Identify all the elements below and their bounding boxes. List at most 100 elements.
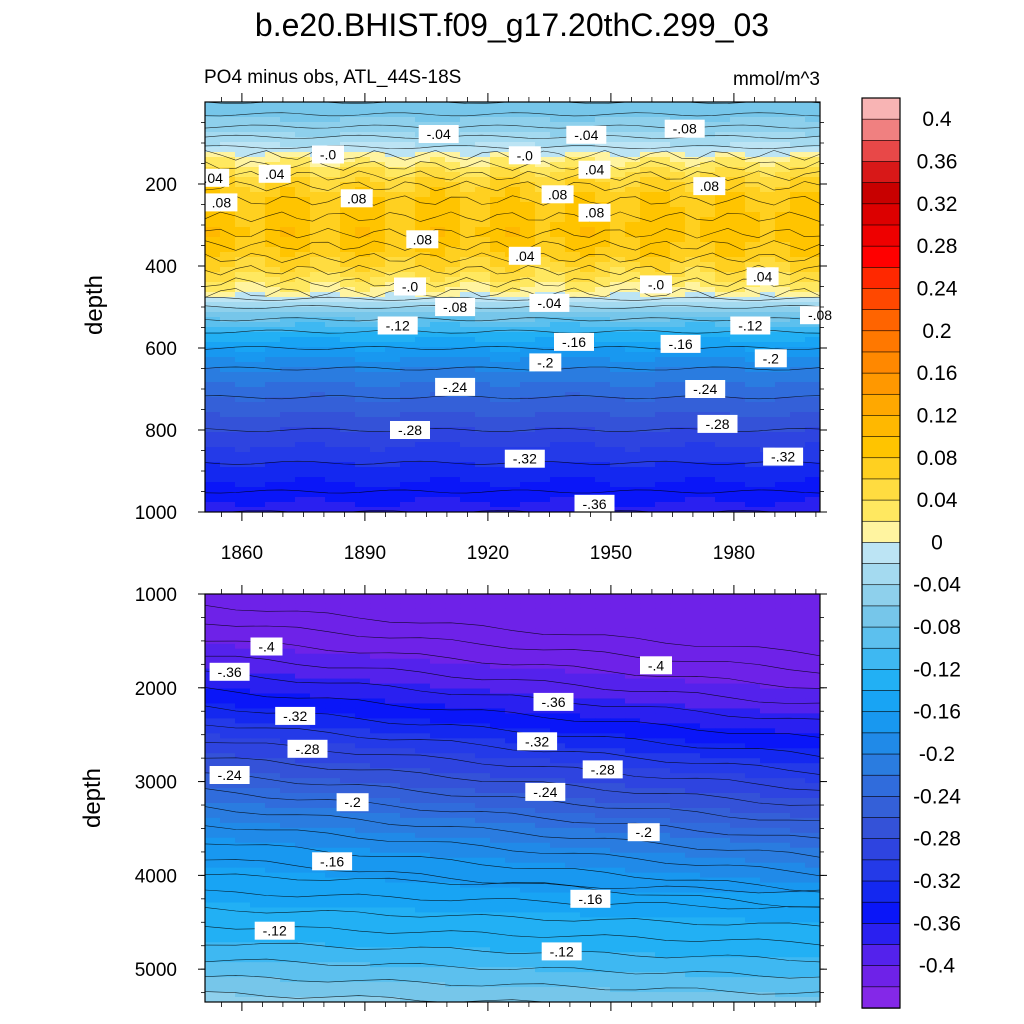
field-cell: [460, 332, 476, 338]
field-cell: [220, 217, 236, 223]
field-cell: [745, 492, 761, 498]
field-cell: [670, 633, 686, 640]
contour-label: .08: [413, 231, 433, 247]
field-cell: [790, 147, 806, 153]
field-cell: [235, 502, 251, 508]
field-cell: [460, 402, 476, 408]
field-cell: [715, 442, 731, 448]
field-cell: [370, 117, 386, 123]
field-cell: [685, 162, 701, 168]
field-cell: [415, 412, 431, 418]
field-cell: [550, 112, 566, 118]
field-cell: [400, 758, 416, 764]
field-cell: [205, 718, 221, 724]
field-cell: [535, 482, 551, 488]
field-cell: [400, 267, 416, 273]
field-cell: [685, 412, 701, 418]
field-cell: [340, 623, 356, 630]
field-cell: [790, 733, 806, 739]
field-cell: [295, 698, 311, 705]
field-cell: [805, 232, 820, 238]
field-cell: [310, 477, 326, 483]
field-cell: [535, 102, 551, 108]
field-cell: [265, 457, 281, 463]
field-cell: [625, 257, 641, 263]
field-cell: [430, 713, 446, 719]
field-cell: [610, 462, 626, 468]
field-cell: [550, 147, 566, 153]
field-cell: [220, 492, 236, 498]
field-cell: [310, 673, 326, 680]
field-cell: [760, 342, 776, 348]
field-cell: [400, 187, 416, 193]
field-cell: [280, 272, 296, 278]
field-cell: [730, 217, 746, 223]
field-cell: [655, 242, 671, 248]
field-cell: [490, 142, 506, 148]
field-cell: [640, 422, 656, 428]
field-cell: [760, 147, 776, 153]
field-cell: [520, 412, 536, 418]
field-cell: [205, 342, 221, 348]
contour-label-box: [693, 177, 726, 196]
field-cell: [550, 322, 566, 328]
field-cell: [280, 638, 296, 645]
field-cell: [370, 733, 386, 739]
field-cell: [805, 698, 820, 705]
field-cell: [355, 603, 371, 610]
field-cell: [325, 482, 341, 488]
field-cell: [385, 417, 401, 423]
field-cell: [580, 312, 596, 318]
field-cell: [745, 257, 761, 263]
field-cell: [520, 402, 536, 408]
field-cell: [610, 327, 626, 333]
field-cell: [655, 247, 671, 253]
field-cell: [370, 693, 386, 700]
field-cell: [250, 332, 266, 338]
field-cell: [415, 758, 431, 764]
field-cell: [400, 247, 416, 253]
field-cell: [745, 603, 761, 610]
field-cell: [790, 317, 806, 323]
field-cell: [775, 327, 791, 333]
field-cell: [625, 217, 641, 223]
field-cell: [745, 192, 761, 198]
field-cell: [445, 703, 461, 710]
field-cell: [610, 663, 626, 670]
field-cell: [580, 262, 596, 268]
field-cell: [685, 594, 701, 600]
field-cell: [550, 728, 566, 734]
field-cell: [790, 482, 806, 488]
field-cell: [340, 688, 356, 695]
field-cell: [475, 287, 491, 293]
field-cell: [340, 352, 356, 358]
field-cell: [550, 613, 566, 620]
field-cell: [730, 457, 746, 463]
field-cell: [280, 594, 296, 600]
field-cell: [535, 442, 551, 448]
field-cell: [295, 187, 311, 193]
field-cell: [490, 412, 506, 418]
field-cell: [205, 733, 221, 739]
field-cell: [535, 633, 551, 640]
field-cell: [310, 643, 326, 650]
field-cell: [505, 427, 521, 433]
field-cell: [385, 272, 401, 278]
field-cell: [325, 357, 341, 363]
field-cell: [505, 102, 521, 108]
field-cell: [580, 668, 596, 675]
field-cell: [460, 347, 476, 353]
field-cell: [670, 688, 686, 695]
field-cell: [295, 307, 311, 313]
field-cell: [790, 688, 806, 695]
field-cell: [250, 507, 266, 512]
field-cell: [535, 713, 551, 719]
field-cell: [310, 452, 326, 458]
field-cell: [370, 442, 386, 448]
field-cell: [520, 267, 536, 273]
field-cell: [505, 302, 521, 308]
field-cell: [640, 102, 656, 108]
field-cell: [595, 402, 611, 408]
field-cell: [715, 287, 731, 293]
field-cell: [580, 152, 596, 158]
